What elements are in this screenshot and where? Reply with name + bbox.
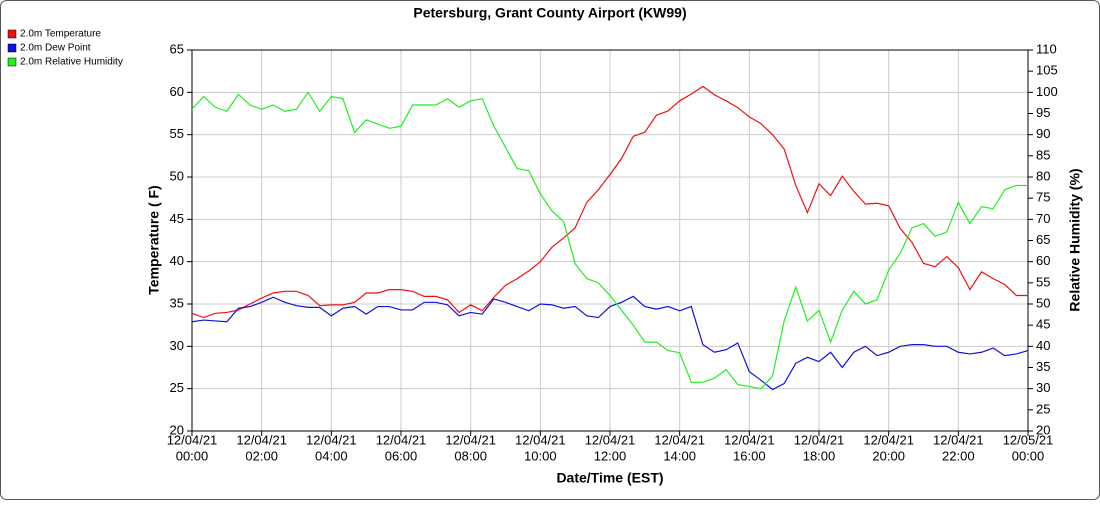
- x-tick-label: 12/04/21: [167, 432, 218, 447]
- x-tick-label: 10:00: [524, 448, 557, 463]
- x-tick-label: 12:00: [594, 448, 627, 463]
- y-tick-label: 35: [170, 295, 184, 310]
- x-tick-label: 12/04/21: [933, 432, 984, 447]
- y2-tick-label: 105: [1036, 63, 1058, 78]
- y-tick-label: 45: [170, 211, 184, 226]
- y2-tick-label: 95: [1036, 105, 1050, 120]
- y2-tick-label: 85: [1036, 147, 1050, 162]
- x-tick-label: 12/04/21: [515, 432, 566, 447]
- y2-tick-label: 30: [1036, 380, 1050, 395]
- y2-tick-label: 50: [1036, 295, 1050, 310]
- series-line: [191, 91, 1028, 390]
- x-tick-label: 20:00: [872, 448, 905, 463]
- x-tick-label: 12/04/21: [236, 432, 287, 447]
- plot-border: [191, 49, 1029, 432]
- y-tick-label: 40: [170, 253, 184, 268]
- y2-tick-label: 25: [1036, 401, 1050, 416]
- x-tick-label: 00:00: [176, 448, 209, 463]
- x-tick-label: 12/04/21: [794, 432, 845, 447]
- x-tick-label: 02:00: [245, 448, 278, 463]
- legend-swatch: [7, 43, 17, 53]
- y2-tick-label: 70: [1036, 211, 1050, 226]
- x-tick-label: 12/04/21: [585, 432, 636, 447]
- x-tick-label: 22:00: [942, 448, 975, 463]
- y2-tick-label: 40: [1036, 338, 1050, 353]
- x-tick-label: 12/05/21: [1003, 432, 1054, 447]
- y-tick-label: 30: [170, 338, 184, 353]
- y2-tick-label: 90: [1036, 126, 1050, 141]
- y-axis-label: Temperature ( F): [146, 185, 162, 294]
- legend-swatch: [7, 29, 17, 39]
- x-tick-label: 12/04/21: [445, 432, 496, 447]
- y-tick-label: 55: [170, 126, 184, 141]
- x-tick-label: 12/04/21: [863, 432, 914, 447]
- x-tick-label: 16:00: [733, 448, 766, 463]
- chart-title: Petersburg, Grant County Airport (KW99): [413, 5, 686, 21]
- x-tick-label: 04:00: [315, 448, 348, 463]
- x-tick-label: 18:00: [803, 448, 836, 463]
- x-axis-label: Date/Time (EST): [556, 470, 663, 486]
- series-line: [191, 85, 1028, 319]
- y2-tick-label: 45: [1036, 317, 1050, 332]
- y2-tick-label: 55: [1036, 274, 1050, 289]
- legend-label: 2.0m Temperature: [20, 29, 101, 40]
- y-tick-label: 60: [170, 84, 184, 99]
- y-tick-label: 50: [170, 168, 184, 183]
- y2-tick-label: 60: [1036, 253, 1050, 268]
- legend-label: 2.0m Relative Humidity: [20, 57, 123, 68]
- y2-tick-label: 80: [1036, 168, 1050, 183]
- x-tick-label: 14:00: [663, 448, 696, 463]
- legend-label: 2.0m Dew Point: [20, 43, 91, 54]
- x-tick-label: 06:00: [385, 448, 418, 463]
- y2-tick-label: 35: [1036, 359, 1050, 374]
- y2-tick-label: 75: [1036, 190, 1050, 205]
- x-tick-label: 12/04/21: [724, 432, 775, 447]
- y2-axis-label: Relative Humidity (%): [1067, 168, 1083, 311]
- y-tick-label: 20: [170, 422, 184, 437]
- x-tick-label: 12/04/21: [376, 432, 427, 447]
- y2-tick-label: 110: [1036, 41, 1057, 56]
- series-line: [191, 295, 1029, 391]
- y2-tick-label: 65: [1036, 232, 1050, 247]
- y2-tick-label: 20: [1036, 422, 1050, 437]
- x-tick-label: 00:00: [1012, 448, 1045, 463]
- x-tick-label: 12/04/21: [654, 432, 705, 447]
- legend-swatch: [7, 57, 17, 67]
- y-tick-label: 25: [170, 380, 184, 395]
- x-tick-label: 12/04/21: [306, 432, 357, 447]
- y-tick-label: 65: [170, 41, 184, 56]
- y2-tick-label: 100: [1036, 84, 1058, 99]
- x-tick-label: 08:00: [454, 448, 487, 463]
